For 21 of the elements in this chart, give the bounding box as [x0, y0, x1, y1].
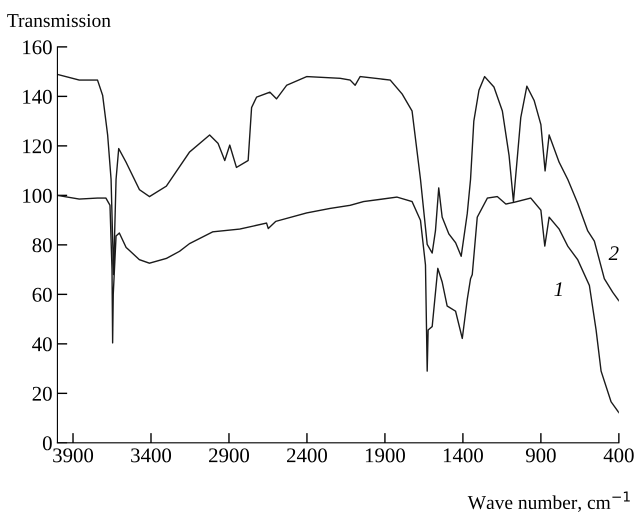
y-tick-label: 160	[23, 40, 52, 54]
series-label: 2	[608, 246, 619, 260]
series-label: 1	[554, 282, 562, 296]
y-tick-label: 120	[23, 139, 52, 154]
y-tick-label: 60	[32, 288, 52, 302]
y-tick-label: 140	[23, 90, 52, 104]
y-tick-label: 80	[32, 238, 52, 252]
y-axis-title: Transmission	[7, 14, 111, 28]
x-axis-title: Wave number, cm$^{−1}$	[468, 492, 630, 512]
y-tick-label: 100	[23, 188, 52, 203]
x-tick-label: 3400	[131, 448, 172, 462]
x-tick-label: 2400	[287, 448, 327, 462]
x-tick-label: 900	[526, 448, 556, 462]
x-tick-label: 3900	[53, 448, 94, 462]
y-tick-label: 40	[32, 337, 52, 352]
y-tick-label: 20	[32, 386, 52, 401]
y-tick-label: 0	[42, 436, 52, 450]
x-tick-label: 2900	[209, 448, 250, 462]
x-tick-label: 400	[604, 448, 634, 462]
x-tick-label: 1900	[366, 448, 405, 462]
x-tick-label: 1400	[444, 448, 483, 462]
